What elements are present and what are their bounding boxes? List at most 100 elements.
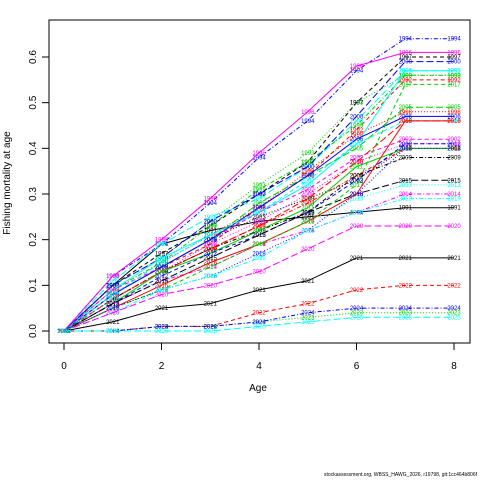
point-label: 2000	[204, 219, 218, 225]
point-label: 2014	[155, 279, 169, 285]
point-label: 1997	[301, 160, 315, 166]
point-label: 2019	[447, 197, 461, 203]
point-label: 2025	[252, 324, 266, 330]
point-label: 2008	[204, 242, 218, 248]
point-label: 2013	[106, 297, 120, 303]
point-label: 2017	[399, 82, 413, 88]
point-label: 2021	[155, 306, 169, 312]
point-label: 2001	[57, 329, 71, 335]
point-label: 2013	[252, 242, 266, 248]
point-label: 2014	[301, 229, 315, 235]
point-label: 2007	[350, 142, 364, 148]
point-label: 1992	[204, 242, 218, 248]
point-label: 2011	[448, 146, 462, 152]
point-label: 1991	[204, 229, 218, 235]
point-label: 2015	[155, 279, 169, 285]
series-line	[63, 143, 454, 332]
point-label: 2024	[155, 324, 169, 330]
series-2012: 2012 2012 2012 2012 2012 2012 2012 2012 2012	[57, 142, 461, 335]
point-label: 2018	[350, 192, 364, 198]
point-label: 1996	[204, 197, 218, 203]
point-label: 1991	[447, 206, 461, 212]
point-label: 2004	[350, 174, 364, 180]
point-label: 2002	[155, 265, 169, 271]
point-label: 1991	[399, 206, 413, 212]
point-label: 2024	[350, 306, 364, 312]
point-label: 2013	[350, 197, 364, 203]
point-label: 1995	[399, 69, 413, 75]
point-label: 2001	[350, 142, 364, 148]
point-label: 2021	[204, 302, 218, 308]
point-label: 1991	[252, 219, 266, 225]
point-label: 2003	[447, 146, 461, 152]
point-label: 2012	[447, 142, 461, 148]
point-label: 2025	[106, 329, 120, 335]
x-axis-label: Age	[249, 383, 267, 394]
point-label: 1992	[447, 78, 461, 84]
point-label: 2021	[447, 256, 461, 262]
point-label: 1998	[399, 110, 413, 116]
point-label: 2016	[204, 261, 218, 267]
point-label: 1998	[447, 110, 461, 116]
point-label: 2009	[399, 155, 413, 161]
point-label: 2015	[350, 192, 364, 198]
point-label: 2025	[57, 329, 71, 335]
series-2014: 2014 2014 2014 2014 2014 2014 2014 2014 2014	[57, 192, 461, 335]
point-label: 2005	[252, 201, 266, 207]
point-label: 2019	[204, 274, 218, 280]
point-label: 2004	[106, 297, 120, 303]
point-label: 2002	[301, 187, 315, 193]
series-2013: 2013 2013 2013 2013 2013 2013 2013 2013 2013	[57, 183, 461, 335]
y-tick-label: 0.4	[28, 141, 39, 155]
point-label: 2007	[106, 292, 120, 298]
point-label: 2012	[106, 302, 120, 308]
point-label: 2023	[301, 315, 315, 321]
point-label: 1992	[252, 206, 266, 212]
point-label: 1992	[399, 78, 413, 84]
point-label: 2022	[106, 329, 120, 335]
point-label: 2025	[204, 329, 218, 335]
x-tick-label: 4	[256, 361, 262, 372]
point-label: 2020	[155, 292, 169, 298]
point-label: 2011	[253, 229, 267, 235]
point-label: 1995	[447, 69, 461, 75]
point-label: 1993	[57, 329, 71, 335]
point-label: 2009	[350, 174, 364, 180]
series-2020: 2020 2020 2020 2020 2020 2020 2020 2020 2020	[57, 224, 461, 335]
point-label: 1995	[301, 165, 315, 171]
x-tick-label: 8	[451, 361, 457, 372]
series-2021: 2021 2021 2021 2021 2021 2021 2021 2021 2021	[57, 256, 461, 335]
point-label: 2010	[106, 297, 120, 303]
point-label: 2018	[447, 146, 461, 152]
point-label: 2003	[106, 292, 120, 298]
point-label: 1998	[301, 169, 315, 175]
point-label: 2025	[399, 315, 413, 321]
point-label: 1995	[252, 197, 266, 203]
point-label: 2024	[399, 306, 413, 312]
point-label: 1999	[106, 288, 120, 294]
point-label: 2017	[350, 183, 364, 189]
point-label: 2003	[350, 178, 364, 184]
point-label: 2015	[57, 329, 71, 335]
point-label: 2008	[301, 192, 315, 198]
point-label: 2001	[301, 183, 315, 189]
series-line	[63, 74, 454, 332]
series-line	[64, 316, 454, 332]
series-2003: 2003 2003 2003 2003 2003 2003 2003 2003 2003	[57, 146, 461, 335]
series-line	[63, 147, 454, 332]
point-label: 2010	[204, 247, 218, 253]
point-label: 2023	[447, 311, 461, 317]
point-label: 1998	[57, 329, 71, 335]
series-2024: 2024 2024 2024 2024 2024 2024 2024 2024 2024	[57, 306, 461, 335]
point-label: 1995	[204, 215, 218, 221]
point-label: 2007	[204, 233, 218, 239]
point-label: 2015	[106, 302, 120, 308]
point-label: 2008	[106, 297, 120, 303]
point-label: 2013	[301, 219, 315, 225]
point-label: 1994	[399, 37, 413, 43]
point-label: 2024	[106, 329, 120, 335]
point-label: 1998	[350, 133, 364, 139]
y-axis: 0.0 0.1 0.2 0.3 0.4 0.5 0.6	[28, 50, 50, 338]
point-label: 2010	[57, 329, 71, 335]
